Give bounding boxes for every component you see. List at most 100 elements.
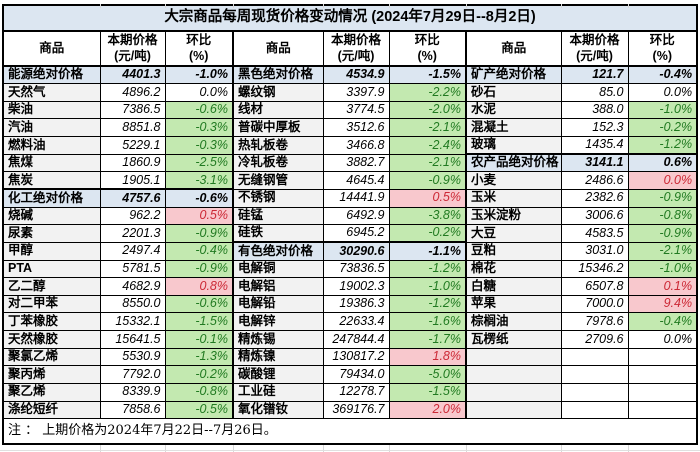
pct-change-cell: -0.1%: [164, 330, 234, 349]
pct-change-cell: -0.9%: [627, 224, 698, 243]
commodity-name-cell: 化工绝对价格: [2, 188, 101, 208]
pct-change-cell: 0.0%: [164, 83, 234, 102]
table-title: 大宗商品每周现货价格变动情况 (2024年7月29日--8月2日): [2, 4, 698, 32]
commodity-name-cell: 大豆: [465, 224, 562, 243]
price-cell: 6507.8: [560, 277, 629, 296]
gridline-stub: [466, 4, 467, 8]
commodity-name-cell: 电解铜: [232, 259, 324, 279]
price-cell: 1860.9: [99, 153, 166, 173]
price-cell: 15641.5: [99, 330, 166, 349]
price-cell: 369176.7: [322, 400, 390, 420]
commodity-name-cell: 精炼锡: [232, 330, 324, 349]
pct-change-cell: -0.2%: [164, 365, 234, 385]
price-cell: [560, 365, 629, 385]
gridline-stub: [628, 4, 629, 8]
price-cell: 3141.1: [560, 153, 629, 173]
pct-change-cell: -2.4%: [388, 136, 467, 155]
price-cell: 152.3: [560, 118, 629, 138]
price-cell: 4757.6: [99, 188, 166, 208]
table-row: 聚乙烯 8339.9 -0.8% 工业硅 12278.7 -1.5%: [2, 383, 698, 402]
price-cell: 3774.5: [322, 100, 390, 120]
table-row: 丁苯橡胶 15332.1 -1.5% 电解锌 22633.4 -1.6% 棕榈油 7978.6…: [2, 312, 698, 332]
pct-change-cell: -0.3%: [164, 118, 234, 138]
pct-change-cell: -1.5%: [388, 65, 467, 85]
table-row: 天然气 4896.2 0.0% 螺纹钢 3397.9 -2.2% 砂石 85.0 0.0%: [2, 83, 698, 102]
table-row: 涤纶短纤 7858.6 -0.5% 氧化镨钕 369176.7 2.0%: [2, 400, 698, 420]
table-row: 化工绝对价格 4757.6 -0.6% 不锈钢 14441.9 0.5% 玉米 2382.6-…: [2, 188, 698, 208]
commodity-name-cell: 瓦楞纸: [465, 330, 562, 349]
commodity-name-cell: 砂石: [465, 83, 562, 102]
price-cell: 5781.5: [99, 259, 166, 279]
price-cell: 7858.6: [99, 400, 166, 420]
gridline-stub: [165, 4, 166, 8]
commodity-name-cell: 电解锌: [232, 312, 324, 332]
gridline-stub: [233, 4, 234, 8]
table-row: 燃料油 5229.1 -0.3% 热轧板卷 3466.8 -2.4% 玻璃 1435.4 -1.…: [2, 136, 698, 155]
pct-change-cell: [627, 347, 698, 367]
price-cell: 7978.6: [560, 312, 629, 332]
commodity-name-cell: 热轧板卷: [232, 136, 324, 155]
price-cell: 3882.7: [322, 153, 390, 173]
pct-change-cell: -0.4%: [627, 312, 698, 332]
price-cell: 2486.6: [560, 171, 629, 190]
pct-change-cell: -1.0%: [627, 100, 698, 120]
price-cell: 2201.3: [99, 224, 166, 243]
pct-change-cell: -3.1%: [164, 171, 234, 190]
price-cell: 7386.5: [99, 100, 166, 120]
commodity-name-cell: 硅铁: [232, 224, 324, 243]
pct-change-cell: 0.5%: [388, 188, 467, 208]
table-row: 烧碱 962.2 0.5% 硅锰 6492.9 -3.8% 玉米淀粉 3006.6 -0.8%: [2, 206, 698, 226]
commodity-name-cell: 玉米: [465, 188, 562, 208]
price-cell: 19002.3: [322, 277, 390, 296]
header-price-2: 本期价格 (元/吨): [322, 30, 390, 67]
gridline-stub: [561, 4, 562, 8]
pct-change-cell: 0.5%: [164, 206, 234, 226]
commodity-name-cell: 白糖: [465, 277, 562, 296]
price-cell: 3512.6: [322, 118, 390, 138]
pct-change-cell: -1.0%: [388, 277, 467, 296]
price-cell: 2497.4: [99, 241, 166, 261]
price-cell: 6492.9: [322, 206, 390, 226]
commodity-name-cell: 棉花: [465, 259, 562, 279]
pct-change-cell: 0.0%: [627, 83, 698, 102]
table-row: 聚丙烯 7792.0 -0.2% 碳酸锂 79434.0 -5.0%: [2, 365, 698, 385]
price-cell: 1905.1: [99, 171, 166, 190]
commodity-name-cell: 螺纹钢: [232, 83, 324, 102]
commodity-name-cell: PTA: [2, 259, 101, 279]
pct-change-cell: -5.0%: [388, 365, 467, 385]
pct-change-cell: -0.4%: [627, 65, 698, 85]
table-row: 乙二醇 4682.9 0.8% 电解铝 19002.3 -1.0% 白糖 6507.8 0.1%: [2, 277, 698, 296]
commodity-name-cell: 聚氯乙烯: [2, 347, 101, 367]
table-row: 焦煤 1860.9 -2.5% 冷轧板卷 3882.7 -2.1% 农产品绝对价格 3141.…: [2, 153, 698, 173]
price-cell: [560, 383, 629, 402]
pct-change-cell: 0.0%: [627, 330, 698, 349]
table-row: PTA 5781.5 -0.9% 电解铜 73836.5 -1.2% 棉花 15346.2 -1…: [2, 259, 698, 279]
table-row: 汽油 8851.8 -0.3% 普碳中厚板 3512.6 -2.1% 混凝土 152.3 -0.…: [2, 118, 698, 138]
commodity-name-cell: 冷轧板卷: [232, 153, 324, 173]
commodity-name-cell: 工业硅: [232, 383, 324, 402]
pct-change-cell: -1.3%: [164, 347, 234, 367]
header-commodity-1: 商品: [2, 30, 101, 67]
footnote-row: 注 ： 上期价格为2024年7月22日--7月26日。: [2, 418, 698, 445]
price-cell: 15346.2: [560, 259, 629, 279]
commodity-name-cell: 水泥: [465, 100, 562, 120]
pct-change-cell: -0.4%: [164, 241, 234, 261]
commodity-name-cell: 精炼镍: [232, 347, 324, 367]
table-row: 甲醇 2497.4 -0.4% 有色绝对价格 30290.6 -1.1% 豆粕 3031.0-…: [2, 241, 698, 261]
commodity-price-table: 大宗商品每周现货价格变动情况 (2024年7月29日--8月2日) 商品 本期价…: [2, 4, 699, 446]
header-commodity-2: 商品: [232, 30, 324, 67]
pct-change-cell: -2.1%: [388, 118, 467, 138]
commodity-name-cell: 天然橡胶: [2, 330, 101, 349]
price-cell: 962.2: [99, 206, 166, 226]
commodity-name-cell: [465, 347, 562, 367]
price-cell: 4401.3: [99, 65, 166, 85]
table-row: 焦炭 1905.1 -3.1% 无缝钢管 4645.4 -0.9% 小麦 2486.6 0.0%: [2, 171, 698, 190]
commodity-name-cell: 乙二醇: [2, 277, 101, 296]
pct-change-cell: 0.6%: [627, 153, 698, 173]
price-cell: 8550.0: [99, 294, 166, 314]
pct-change-cell: 2.0%: [388, 400, 467, 420]
price-cell: 5530.9: [99, 347, 166, 367]
commodity-name-cell: 玻璃: [465, 136, 562, 155]
pct-change-cell: 0.0%: [627, 171, 698, 190]
commodity-name-cell: 聚乙烯: [2, 383, 101, 402]
